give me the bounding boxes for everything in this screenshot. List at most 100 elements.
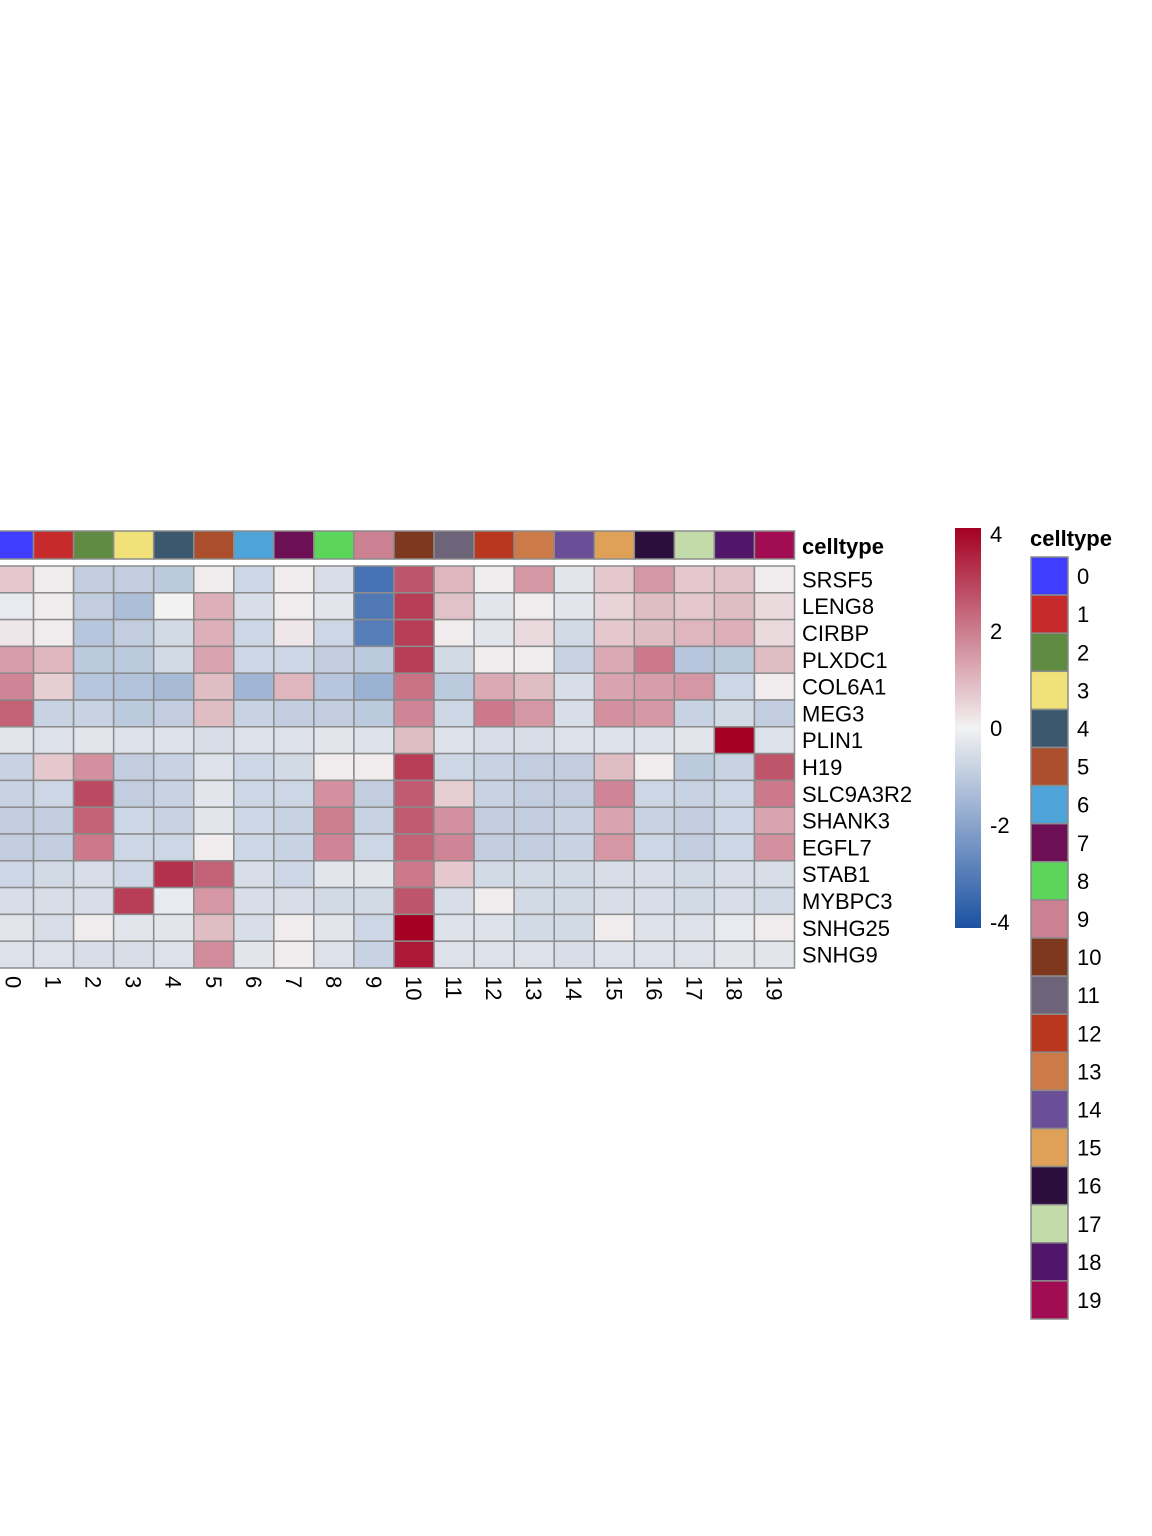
annotation-cell-9 <box>353 530 395 560</box>
heatmap-cell-CIRBP-3 <box>112 618 155 648</box>
heatmap-cell-H19-18 <box>713 752 756 782</box>
heatmap-cell-MYBPC3-6 <box>233 886 275 916</box>
heatmap-cell-MEG3-19 <box>753 699 796 728</box>
heatmap-cell-COL6A1-2 <box>72 672 115 701</box>
heatmap-cell-MYBPC3-15 <box>593 886 636 916</box>
heatmap-cell-SRSF5-10 <box>393 565 435 594</box>
annotation-cell-11 <box>433 530 475 560</box>
heatmap-cell-PLIN1-10 <box>393 726 435 755</box>
heatmap-cell-H19-13 <box>513 752 555 782</box>
heatmap-cell-PLXDC1-10 <box>393 645 435 674</box>
annotation-cell-16 <box>633 530 676 560</box>
row-label-CIRBP: CIRBP <box>802 621 869 646</box>
heatmap-cell-MYBPC3-1 <box>32 886 75 916</box>
row-label-MYBPC3: MYBPC3 <box>802 889 892 914</box>
heatmap-cell-MYBPC3-4 <box>152 886 195 916</box>
heatmap-cell-SLC9A3R2-14 <box>553 779 596 808</box>
heatmap-cell-SNHG25-9 <box>353 913 395 942</box>
heatmap-cell-SRSF5-1 <box>32 565 75 594</box>
heatmap-cell-SLC9A3R2-13 <box>513 779 555 808</box>
heatmap-cell-MYBPC3-5 <box>193 886 235 916</box>
heatmap-cell-CIRBP-10 <box>393 618 435 648</box>
heatmap-cell-H19-12 <box>473 752 515 782</box>
heatmap-cell-LENG8-2 <box>72 592 115 621</box>
heatmap-cell-MEG3-2 <box>72 699 115 728</box>
heatmap-cell-SHANK3-5 <box>193 806 235 835</box>
row-label-PLIN1: PLIN1 <box>802 728 863 753</box>
heatmap-cell-MEG3-14 <box>553 699 596 728</box>
heatmap-cell-SLC9A3R2-0 <box>0 779 35 808</box>
heatmap-cell-H19-6 <box>233 752 275 782</box>
legend-label-1: 1 <box>1077 602 1089 627</box>
heatmap-cell-STAB1-1 <box>32 860 75 889</box>
heatmap-cell-CIRBP-19 <box>753 618 796 648</box>
annotation-cell-13 <box>513 530 555 560</box>
heatmap-cell-SLC9A3R2-5 <box>193 779 235 808</box>
heatmap-cell-PLIN1-0 <box>0 726 35 755</box>
heatmap-cell-SNHG25-18 <box>713 913 756 942</box>
heatmap-cell-SHANK3-3 <box>112 806 155 835</box>
heatmap-cell-SHANK3-13 <box>513 806 555 835</box>
heatmap-cell-SHANK3-4 <box>152 806 195 835</box>
heatmap-cell-PLXDC1-16 <box>633 645 676 674</box>
heatmap-cell-H19-15 <box>593 752 636 782</box>
column-label-10: 10 <box>401 976 426 1000</box>
heatmap-cell-SHANK3-0 <box>0 806 35 835</box>
row-label-H19: H19 <box>802 755 842 780</box>
heatmap-cell-STAB1-17 <box>673 860 716 889</box>
heatmap-cell-COL6A1-5 <box>193 672 235 701</box>
heatmap-cell-LENG8-19 <box>753 592 796 621</box>
heatmap-cell-COL6A1-18 <box>713 672 756 701</box>
heatmap-cell-SLC9A3R2-15 <box>593 779 636 808</box>
legend-swatch-11 <box>1030 975 1069 1015</box>
heatmap-cell-LENG8-16 <box>633 592 676 621</box>
heatmap-cell-EGFL7-10 <box>393 833 435 862</box>
legend-swatch-14 <box>1030 1089 1069 1130</box>
heatmap-cell-PLIN1-7 <box>273 726 315 755</box>
heatmap-cell-SHANK3-12 <box>473 806 515 835</box>
heatmap-cell-EGFL7-4 <box>152 833 195 862</box>
heatmap-cell-SNHG25-8 <box>313 913 355 942</box>
heatmap-cell-STAB1-16 <box>633 860 676 889</box>
heatmap-cell-PLXDC1-0 <box>0 645 35 674</box>
heatmap-cell-PLIN1-17 <box>673 726 716 755</box>
column-label-13: 13 <box>521 976 546 1000</box>
heatmap-cell-H19-1 <box>32 752 75 782</box>
heatmap-cell-SNHG9-16 <box>633 940 676 969</box>
heatmap-cell-CIRBP-17 <box>673 618 716 648</box>
heatmap-cell-STAB1-19 <box>753 860 796 889</box>
heatmap-cell-SHANK3-19 <box>753 806 796 835</box>
heatmap-cell-LENG8-1 <box>32 592 75 621</box>
heatmap-cell-SNHG25-12 <box>473 913 515 942</box>
legend-title: celltype <box>1030 526 1112 551</box>
heatmap-cell-PLIN1-2 <box>72 726 115 755</box>
celltype-annotation-bar <box>0 530 796 560</box>
heatmap-cell-H19-3 <box>112 752 155 782</box>
column-label-9: 9 <box>361 976 386 988</box>
heatmap-cell-MYBPC3-7 <box>273 886 315 916</box>
heatmap-cell-PLIN1-9 <box>353 726 395 755</box>
scale-tick-label: 4 <box>990 522 1002 547</box>
heatmap-cell-SLC9A3R2-8 <box>313 779 355 808</box>
column-label-16: 16 <box>641 976 666 1000</box>
heatmap-cell-H19-2 <box>72 752 115 782</box>
heatmap-cell-STAB1-18 <box>713 860 756 889</box>
heatmap-cell-PLXDC1-9 <box>353 645 395 674</box>
heatmap-cell-SNHG9-5 <box>193 940 235 969</box>
column-label-3: 3 <box>121 976 146 988</box>
heatmap-cell-STAB1-13 <box>513 860 555 889</box>
heatmap-cell-COL6A1-8 <box>313 672 355 701</box>
heatmap-cell-COL6A1-14 <box>553 672 596 701</box>
legend-label-13: 13 <box>1077 1059 1101 1084</box>
legend-swatch-18 <box>1030 1242 1069 1282</box>
heatmap-cell-EGFL7-2 <box>72 833 115 862</box>
scale-tick-label: 0 <box>990 716 1002 741</box>
heatmap-cell-SNHG9-15 <box>593 940 636 969</box>
annotation-cell-19 <box>753 530 796 560</box>
column-labels: 0 1 2 3 4 5 6 7 8 9 10 11 12 13 14 15 16 17 18 19 <box>1 976 787 1000</box>
heatmap-cell-LENG8-9 <box>353 592 395 621</box>
heatmap-cell-H19-0 <box>0 752 35 782</box>
annotation-cell-10 <box>393 530 435 560</box>
heatmap-cell-PLXDC1-5 <box>193 645 235 674</box>
